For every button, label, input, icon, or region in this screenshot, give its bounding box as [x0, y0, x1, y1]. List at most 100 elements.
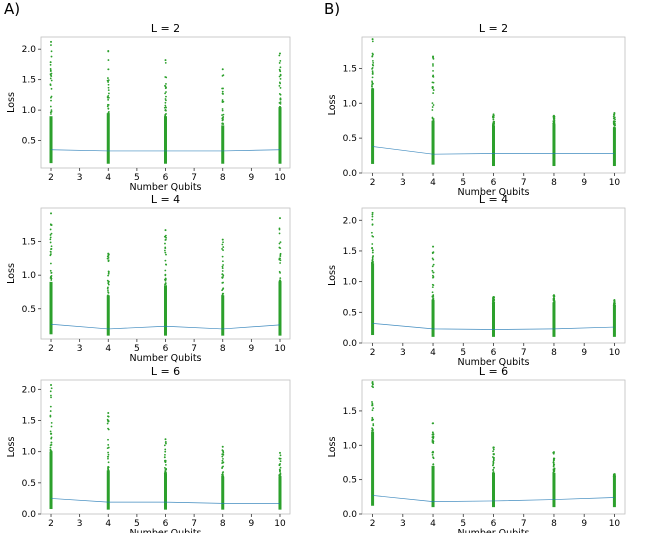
scatter-point: [371, 258, 374, 261]
panel-label-b: B): [324, 0, 340, 18]
scatter-point: [107, 111, 110, 113]
y-tick-label: 2.0: [22, 45, 37, 55]
scatter-point: [221, 467, 223, 469]
scatter-point: [371, 76, 374, 79]
chart-2: L = 2 2 3 4 5 6 7 8 9 10 0.0 0.5 1.0 1.5 Number Qubits…: [327, 22, 626, 198]
scatter-point: [165, 253, 167, 256]
scatter-point: [279, 97, 282, 100]
scatter-point: [552, 458, 555, 461]
scatter-point: [371, 215, 374, 218]
scatter-point: [50, 433, 53, 435]
x-tick-label: 2: [370, 178, 376, 188]
scatter-point: [106, 279, 109, 282]
scatter-point: [49, 430, 52, 433]
x-tick-label: 7: [191, 344, 197, 354]
scatter-point: [492, 450, 494, 453]
scatter-point: [165, 91, 167, 93]
scatter-point-cluster: [371, 89, 375, 164]
scatter-point: [371, 73, 374, 75]
scatter-point: [431, 269, 434, 272]
scatter-point: [432, 284, 435, 287]
scatter-point: [371, 429, 374, 432]
scatter-point: [279, 60, 282, 62]
y-tick-label: 1.0: [22, 106, 37, 116]
x-tick-label: 5: [460, 348, 466, 358]
scatter-point: [371, 81, 374, 84]
mean-loss-line: [372, 495, 615, 502]
scatter-point-max: [552, 294, 555, 297]
scatter-point: [164, 242, 166, 245]
scatter-point: [371, 427, 373, 430]
scatter-point: [492, 468, 495, 471]
scatter-point: [431, 274, 434, 277]
y-tick-label: 1.5: [22, 238, 36, 248]
y-axis-label: Loss: [6, 92, 17, 113]
scatter-point: [492, 299, 495, 302]
scatter-point: [107, 453, 110, 456]
scatter-point: [279, 101, 282, 104]
y-tick-label: 0.5: [343, 134, 357, 144]
scatter-point: [221, 473, 223, 476]
scatter-point: [164, 283, 166, 286]
scatter-point: [50, 99, 52, 102]
scatter-point: [221, 459, 224, 462]
y-tick-label: 0.5: [22, 479, 36, 489]
scatter-point: [372, 407, 375, 410]
scatter-point: [107, 451, 110, 454]
x-tick-label: 3: [77, 519, 83, 529]
scatter-point: [491, 464, 494, 467]
chart-title: L = 6: [479, 365, 508, 378]
scatter-point-max: [552, 451, 555, 454]
scatter-point: [372, 255, 374, 258]
scatter-point: [371, 40, 374, 43]
x-tick-label: 7: [191, 173, 197, 183]
y-axis-label: Loss: [6, 263, 17, 284]
scatter-point-cluster: [49, 116, 53, 164]
scatter-point: [432, 64, 434, 67]
scatter-point: [279, 454, 282, 457]
scatter-point-cluster: [431, 120, 435, 165]
scatter-point: [279, 271, 282, 274]
scatter-point: [278, 457, 281, 460]
chart-title: L = 4: [151, 193, 180, 206]
scatter-point: [432, 119, 435, 122]
scatter-point: [279, 472, 282, 475]
scatter-point: [612, 115, 615, 118]
scatter-point-cluster: [431, 300, 435, 337]
scatter-point: [278, 75, 281, 78]
scatter-point: [432, 442, 435, 444]
scatter-point: [106, 105, 109, 108]
x-tick-label: 10: [609, 348, 621, 358]
y-tick-label: 1.5: [343, 407, 357, 417]
scatter-point: [107, 259, 110, 262]
scatter-point: [165, 442, 167, 445]
scatter-point: [432, 276, 434, 279]
scatter-point: [164, 98, 167, 100]
scatter-point: [492, 118, 495, 121]
mean-loss-line: [372, 146, 615, 155]
scatter-point: [552, 464, 555, 467]
y-tick-label: 1.0: [22, 271, 37, 281]
chart-title: L = 4: [479, 193, 508, 206]
scatter-point: [492, 448, 495, 451]
mean-loss-line: [51, 149, 280, 152]
scatter-point: [222, 457, 224, 460]
scatter-point: [492, 121, 495, 124]
scatter-point: [372, 235, 375, 238]
scatter-point: [431, 116, 434, 119]
scatter-point: [221, 265, 224, 268]
scatter-point: [49, 61, 52, 64]
x-tick-label: 7: [521, 348, 527, 358]
scatter-point-cluster: [552, 472, 556, 508]
scatter-point: [165, 113, 167, 115]
scatter-point: [49, 410, 52, 412]
scatter-point: [552, 462, 555, 464]
x-tick-label: 8: [220, 173, 226, 183]
scatter-point: [431, 106, 434, 108]
scatter-point: [431, 440, 434, 443]
scatter-point: [614, 120, 616, 123]
chart-title: L = 2: [479, 22, 508, 35]
scatter-point: [552, 122, 555, 125]
scatter-point: [164, 85, 167, 88]
scatter-point: [553, 467, 556, 470]
